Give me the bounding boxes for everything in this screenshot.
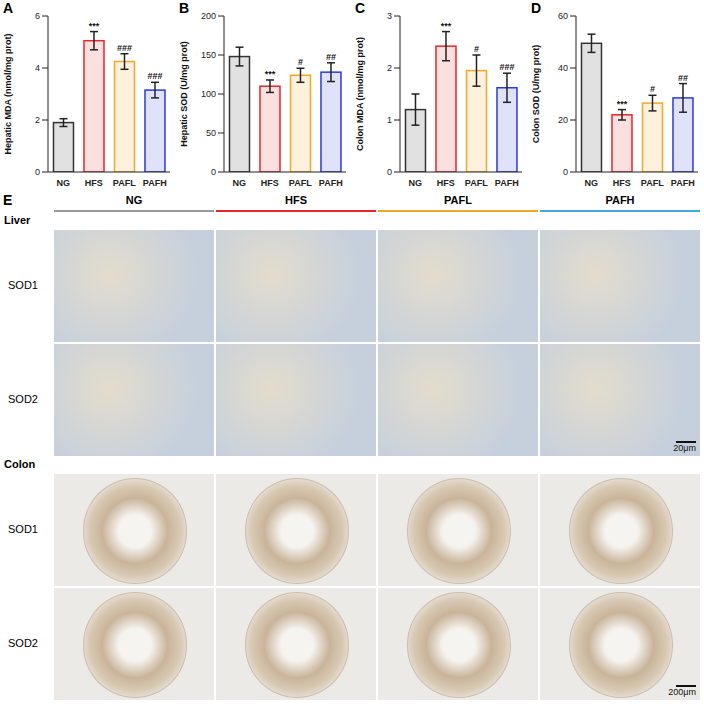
svg-text:###: ### [499, 62, 514, 72]
svg-text:1: 1 [387, 115, 392, 125]
svg-text:#: # [650, 84, 655, 94]
svg-text:NG: NG [233, 178, 247, 188]
svg-text:HFS: HFS [613, 178, 631, 188]
svg-text:3: 3 [387, 11, 392, 21]
svg-text:HFS: HFS [437, 178, 455, 188]
svg-text:50: 50 [206, 128, 216, 138]
html-text:SOD1: SOD1 [8, 279, 38, 291]
svg-text:PAFH: PAFH [671, 178, 695, 188]
svg-text:NG: NG [409, 178, 423, 188]
svg-text:PAFH: PAFH [319, 178, 343, 188]
html-text:SOD2: SOD2 [8, 393, 38, 405]
html-text:B: B [179, 0, 190, 16]
svg-text:HFS: HFS [261, 178, 279, 188]
svg-text:NG: NG [585, 178, 599, 188]
svg-text:2: 2 [387, 63, 392, 73]
svg-text:***: *** [89, 21, 100, 31]
svg-text:Hepatic SOD (U/mg prot): Hepatic SOD (U/mg prot) [179, 41, 189, 147]
svg-text:###: ### [117, 43, 132, 53]
svg-text:0: 0 [211, 167, 216, 177]
svg-text:0: 0 [35, 167, 40, 177]
svg-text:4: 4 [35, 63, 40, 73]
html-text:SOD1: SOD1 [8, 523, 38, 535]
svg-text:Colon SOD (U/mg prot): Colon SOD (U/mg prot) [531, 45, 541, 144]
svg-text:***: *** [441, 21, 452, 31]
svg-text:0: 0 [387, 167, 392, 177]
html-text:A: A [3, 0, 14, 16]
html-text:SOD2: SOD2 [8, 637, 38, 649]
svg-text:Colon MDA (nmol/mg prot): Colon MDA (nmol/mg prot) [355, 37, 365, 151]
svg-text:100: 100 [201, 89, 216, 99]
svg-text:NG: NG [57, 178, 71, 188]
svg-text:60: 60 [558, 11, 568, 21]
html-text:Liver: Liver [4, 214, 31, 226]
svg-text:200: 200 [201, 11, 216, 21]
html-text:NG: NG [125, 194, 143, 206]
html-text:D: D [531, 0, 542, 16]
svg-text:2: 2 [35, 115, 40, 125]
svg-text:##: ## [678, 73, 688, 83]
html-text:HFS: HFS [285, 194, 307, 206]
svg-text:##: ## [326, 52, 336, 62]
html-text:PAFL: PAFL [444, 194, 472, 206]
svg-text:Hepatic MDA (nmol/mg prot): Hepatic MDA (nmol/mg prot) [3, 33, 13, 154]
html-text:20μm: 20μm [673, 443, 696, 453]
svg-text:PAFH: PAFH [495, 178, 519, 188]
svg-text:6: 6 [35, 11, 40, 21]
svg-text:***: *** [265, 69, 276, 79]
svg-text:150: 150 [201, 50, 216, 60]
svg-text:***: *** [617, 99, 628, 109]
svg-text:HFS: HFS [85, 178, 103, 188]
svg-text:20: 20 [558, 115, 568, 125]
html-text:E: E [3, 192, 13, 208]
svg-text:40: 40 [558, 63, 568, 73]
svg-text:0: 0 [563, 167, 568, 177]
html-text:C: C [355, 0, 366, 16]
svg-text:PAFH: PAFH [143, 178, 167, 188]
svg-text:PAFL: PAFL [641, 178, 664, 188]
svg-text:PAFL: PAFL [113, 178, 136, 188]
html-text:PAFH: PAFH [605, 194, 635, 206]
svg-text:###: ### [147, 71, 162, 81]
html-text:200μm: 200μm [668, 687, 696, 697]
svg-text:#: # [474, 44, 479, 54]
svg-text:PAFL: PAFL [465, 178, 488, 188]
html-text:Colon: Colon [4, 458, 36, 470]
svg-text:#: # [298, 57, 303, 67]
svg-text:PAFL: PAFL [289, 178, 312, 188]
